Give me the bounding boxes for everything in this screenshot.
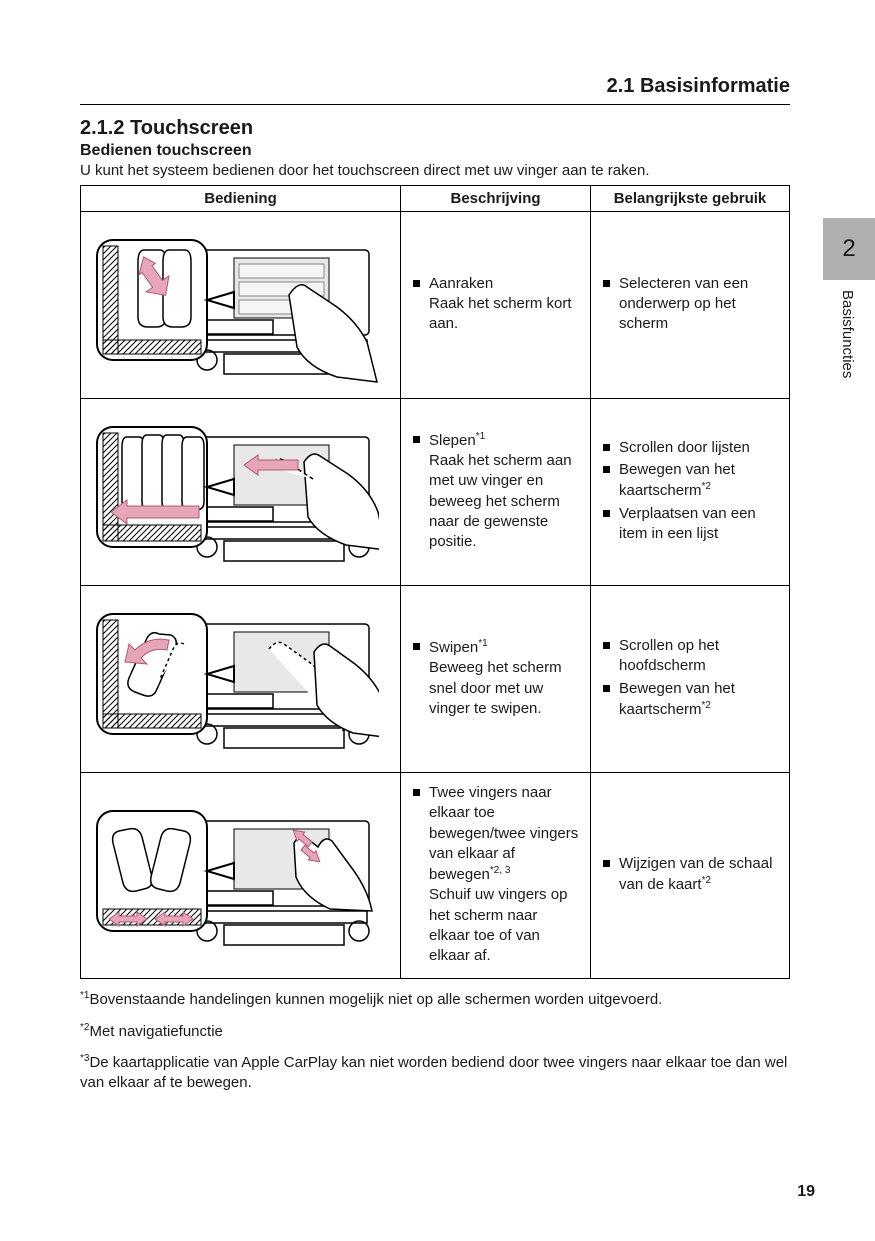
list-item: Twee vingers naar elkaar toe bewegen/twe…	[411, 783, 580, 966]
list-item: Scrollen door lijsten	[601, 438, 779, 458]
breadcrumb: 2.1 Basisinformatie	[80, 75, 790, 98]
section-title: 2.1.2 Touchscreen	[80, 117, 790, 140]
description-cell: Aanraken Raak het scherm kort aan.	[401, 212, 591, 399]
gesture-desc: Raak het scherm aan met uw vinger en bew…	[429, 452, 572, 550]
footnote-3: *3De kaartapplicatie van Apple CarPlay k…	[80, 1052, 790, 1094]
footnote-ref: *1	[476, 431, 485, 442]
table-header-description: Beschrijving	[401, 186, 591, 212]
gesture-name: Slepen	[429, 432, 476, 449]
section-subheading: Bedienen touchscreen	[80, 142, 790, 160]
gesture-name: Swipen	[429, 639, 478, 656]
footnote-ref: *1	[478, 638, 487, 649]
tap-illustration-icon	[89, 220, 379, 390]
swipe-illustration-icon	[89, 594, 379, 764]
footnote-ref: *2	[702, 700, 711, 711]
gesture-name: Aanraken	[429, 275, 493, 292]
table-row: Swipen*1 Beweeg het scherm snel door met…	[81, 586, 790, 773]
footnote-ref: *2, 3	[490, 865, 511, 876]
table-row: Twee vingers naar elkaar toe bewegen/twe…	[81, 773, 790, 979]
usage-cell: Selecteren van een onderwerp op het sche…	[591, 212, 790, 399]
list-item: Bewegen van het kaartscherm*2	[601, 460, 779, 502]
usage-cell: Scrollen op het hoofdscherm Bewegen van …	[591, 586, 790, 773]
gesture-desc: Raak het scherm kort aan.	[429, 295, 572, 332]
list-item: Aanraken Raak het scherm kort aan.	[411, 274, 580, 335]
footnote-1: *1Bovenstaande handelingen kunnen mogeli…	[80, 989, 790, 1010]
usage-cell: Scrollen door lijsten Bewegen van het ka…	[591, 399, 790, 586]
footnote-ref: *2	[702, 481, 711, 492]
list-item: Verplaatsen van een item in een lijst	[601, 504, 779, 545]
list-item: Wijzigen van de schaal van de kaart*2	[601, 854, 779, 896]
list-item: Swipen*1 Beweeg het scherm snel door met…	[411, 637, 580, 719]
description-cell: Swipen*1 Beweeg het scherm snel door met…	[401, 586, 591, 773]
description-cell: Slepen*1 Raak het scherm aan met uw ving…	[401, 399, 591, 586]
illustration-cell-tap	[81, 212, 401, 399]
list-item: Slepen*1 Raak het scherm aan met uw ving…	[411, 430, 580, 553]
illustration-cell-pinch	[81, 773, 401, 979]
footnotes: *1Bovenstaande handelingen kunnen mogeli…	[80, 989, 790, 1093]
footnote-ref: *2	[702, 875, 711, 886]
table-row: Aanraken Raak het scherm kort aan. Selec…	[81, 212, 790, 399]
gesture-table: Bediening Beschrijving Belangrijkste geb…	[80, 185, 790, 979]
table-header-usage: Belangrijkste gebruik	[591, 186, 790, 212]
section-intro: U kunt het systeem bedienen door het tou…	[80, 162, 790, 179]
list-item: Scrollen op het hoofdscherm	[601, 636, 779, 677]
illustration-cell-drag	[81, 399, 401, 586]
gesture-desc: Schuif uw vingers op het scherm naar elk…	[429, 886, 567, 964]
page-header: 2.1 Basisinformatie	[80, 75, 790, 105]
table-row: Slepen*1 Raak het scherm aan met uw ving…	[81, 399, 790, 586]
pinch-illustration-icon	[89, 791, 379, 961]
gesture-desc: Beweeg het scherm snel door met uw vinge…	[429, 659, 562, 717]
footnote-2: *2Met navigatiefunctie	[80, 1021, 790, 1042]
table-header-operation: Bediening	[81, 186, 401, 212]
list-item: Bewegen van het kaartscherm*2	[601, 679, 779, 721]
usage-cell: Wijzigen van de schaal van de kaart*2	[591, 773, 790, 979]
illustration-cell-swipe	[81, 586, 401, 773]
page-number: 19	[797, 1183, 815, 1201]
list-item: Selecteren van een onderwerp op het sche…	[601, 274, 779, 335]
drag-illustration-icon	[89, 407, 379, 577]
description-cell: Twee vingers naar elkaar toe bewegen/twe…	[401, 773, 591, 979]
